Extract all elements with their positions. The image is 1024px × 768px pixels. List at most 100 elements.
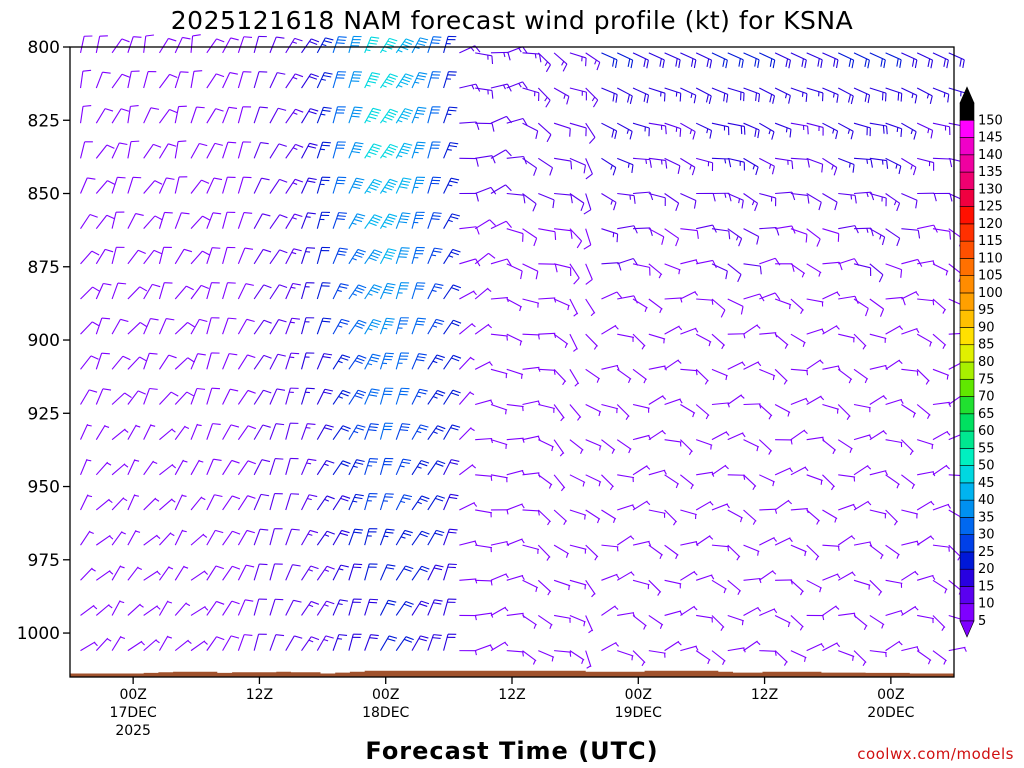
wind-barb — [569, 439, 584, 454]
barb-shaft — [711, 402, 729, 406]
barb-shaft — [585, 509, 601, 520]
barb-feather — [293, 248, 302, 252]
barb-feather — [867, 94, 871, 104]
barb-shaft — [379, 318, 387, 335]
wind-barb — [95, 71, 111, 89]
wind-barb — [395, 636, 414, 651]
wind-barb — [111, 142, 128, 159]
barb-shaft — [143, 497, 157, 511]
barb-feather — [646, 94, 650, 104]
barb-shaft — [269, 284, 280, 300]
wind-barb — [885, 359, 903, 370]
barb-shaft — [475, 612, 493, 617]
barb-shaft — [443, 389, 454, 405]
barb-shaft — [285, 283, 294, 300]
wind-barb — [174, 459, 188, 476]
colorbar-tick-label: 150 — [978, 113, 1003, 128]
barb-shaft — [158, 177, 167, 194]
wind-barb — [806, 395, 825, 405]
wind-barb — [617, 295, 638, 304]
barb-shaft — [222, 460, 233, 476]
colorbar-tick-label: 65 — [978, 407, 995, 422]
barb-feather — [693, 95, 697, 104]
barb-shaft — [932, 544, 950, 548]
barb-half-feather — [292, 217, 297, 220]
barb-half-feather — [203, 640, 208, 645]
barb-feather — [368, 601, 378, 604]
barb-feather — [275, 634, 285, 637]
barb-shaft — [474, 287, 489, 300]
barb-half-feather — [878, 591, 882, 596]
wind-barb — [111, 463, 129, 476]
barb-feather — [431, 42, 440, 44]
barb-feather — [630, 59, 634, 69]
wind-barb — [901, 157, 917, 176]
barb-half-feather — [678, 326, 683, 331]
wind-barb — [522, 650, 537, 665]
barb-half-feather — [154, 498, 160, 502]
wind-barb — [475, 399, 494, 406]
barb-half-feather — [338, 568, 344, 571]
barb-shaft — [806, 228, 821, 240]
wind-barb — [206, 529, 224, 546]
wind-barb — [932, 87, 950, 103]
barb-shaft — [95, 388, 104, 405]
barb-shaft — [869, 470, 887, 476]
wind-barb — [680, 404, 696, 418]
barb-shaft — [932, 122, 950, 128]
wind-barb — [222, 37, 239, 54]
barb-shaft — [774, 499, 790, 511]
barb-shaft — [427, 599, 435, 616]
wind-barb — [664, 509, 678, 526]
wind-barb — [774, 537, 793, 546]
wind-barb — [806, 614, 825, 621]
barb-shaft — [158, 635, 169, 651]
barb-half-feather — [470, 427, 475, 432]
barb-feather — [405, 636, 414, 641]
barb-feather — [435, 283, 444, 287]
wind-barb — [474, 287, 492, 300]
barb-shaft — [190, 423, 198, 440]
wind-barb — [332, 634, 348, 651]
wind-barb — [111, 108, 130, 124]
wind-barb — [822, 52, 839, 69]
barb-half-feather — [768, 129, 771, 135]
barb-shaft — [443, 528, 450, 546]
barb-feather — [374, 214, 383, 219]
barb-shaft — [601, 439, 616, 451]
barb-shaft — [885, 263, 902, 271]
barb-shaft — [901, 122, 917, 133]
wind-barb — [632, 465, 651, 476]
barb-feather — [308, 110, 317, 115]
barb-shaft — [853, 464, 869, 476]
wind-barb — [411, 565, 430, 581]
barb-feather — [354, 324, 363, 329]
wind-barb — [285, 635, 303, 651]
barb-half-feather — [119, 565, 125, 569]
barb-half-feather — [185, 602, 191, 607]
barb-half-feather — [944, 588, 947, 594]
barb-shaft — [459, 226, 477, 230]
barb-half-feather — [432, 360, 438, 364]
barb-shaft — [853, 434, 871, 441]
barb-feather — [405, 38, 414, 43]
barb-shaft — [253, 106, 261, 124]
barb-shaft — [411, 247, 418, 264]
barb-shaft — [711, 650, 726, 662]
y-tick-label: 875 — [28, 258, 60, 278]
colorbar-swatch — [959, 448, 975, 466]
barb-shaft — [885, 640, 901, 652]
barb-feather — [437, 389, 446, 394]
wind-barb — [269, 214, 288, 229]
barb-shaft — [237, 283, 247, 300]
barb-shaft — [727, 544, 741, 558]
barb-shaft — [269, 528, 275, 546]
wind-barb — [585, 650, 592, 669]
barb-shaft — [174, 391, 188, 405]
barb-feather — [385, 43, 395, 47]
barb-feather — [276, 388, 286, 391]
barb-shaft — [127, 566, 139, 581]
wind-barb — [379, 599, 397, 616]
wind-barb — [522, 509, 540, 516]
barb-feather — [450, 251, 459, 256]
